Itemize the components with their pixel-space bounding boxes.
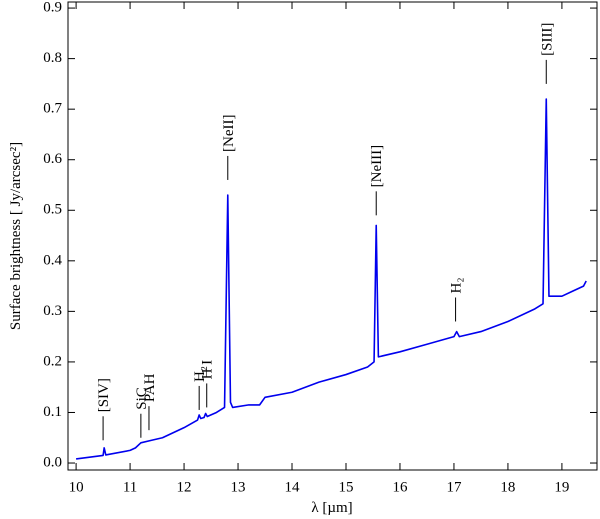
annotation-label: SiC — [134, 387, 150, 410]
x-tick-label: 17 — [446, 479, 462, 495]
annotation-label: PAH — [142, 373, 158, 402]
x-tick-label: 11 — [123, 479, 137, 495]
x-tick-label: 10 — [69, 479, 84, 495]
y-tick-label: 0.7 — [43, 101, 62, 117]
annotation-label: H₂ — [449, 277, 465, 293]
y-tick-label: 0.3 — [43, 303, 62, 319]
annotation-label: [NeIII] — [369, 145, 385, 187]
y-tick-label: 0.5 — [43, 202, 62, 218]
x-axis-label: λ [µm] — [311, 500, 352, 516]
y-tick-label: 0.2 — [43, 353, 62, 369]
x-tick-label: 16 — [392, 479, 408, 495]
x-tick-label: 19 — [554, 479, 569, 495]
y-tick-label: 0.4 — [43, 252, 62, 268]
x-tick-label: 13 — [231, 479, 246, 495]
annotation-label: [SIII] — [539, 23, 555, 56]
x-tick-label: 12 — [177, 479, 192, 495]
x-tick-label: 15 — [338, 479, 353, 495]
x-tick-label: 18 — [500, 479, 515, 495]
annotation-label: H I — [200, 360, 216, 380]
y-tick-label: 0.6 — [43, 151, 62, 167]
y-axis-label: Surface brightness [ Jy/arcsec²] — [8, 142, 24, 330]
y-tick-label: 0.8 — [43, 50, 62, 66]
spectrum-line — [75, 98, 587, 460]
plot-frame — [67, 1, 598, 471]
annotation-label: H₂ — [192, 366, 208, 382]
y-tick-label: 0.0 — [43, 454, 62, 470]
annotation-label: [NeII] — [221, 114, 237, 151]
annotation-label: [SIV] — [96, 378, 112, 412]
y-tick-label: 0.1 — [43, 404, 62, 420]
y-tick-label: 0.9 — [43, 0, 62, 16]
x-tick-label: 14 — [285, 479, 301, 495]
